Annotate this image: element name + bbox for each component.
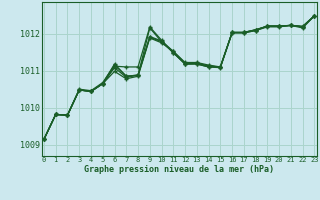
X-axis label: Graphe pression niveau de la mer (hPa): Graphe pression niveau de la mer (hPa) [84,165,274,174]
